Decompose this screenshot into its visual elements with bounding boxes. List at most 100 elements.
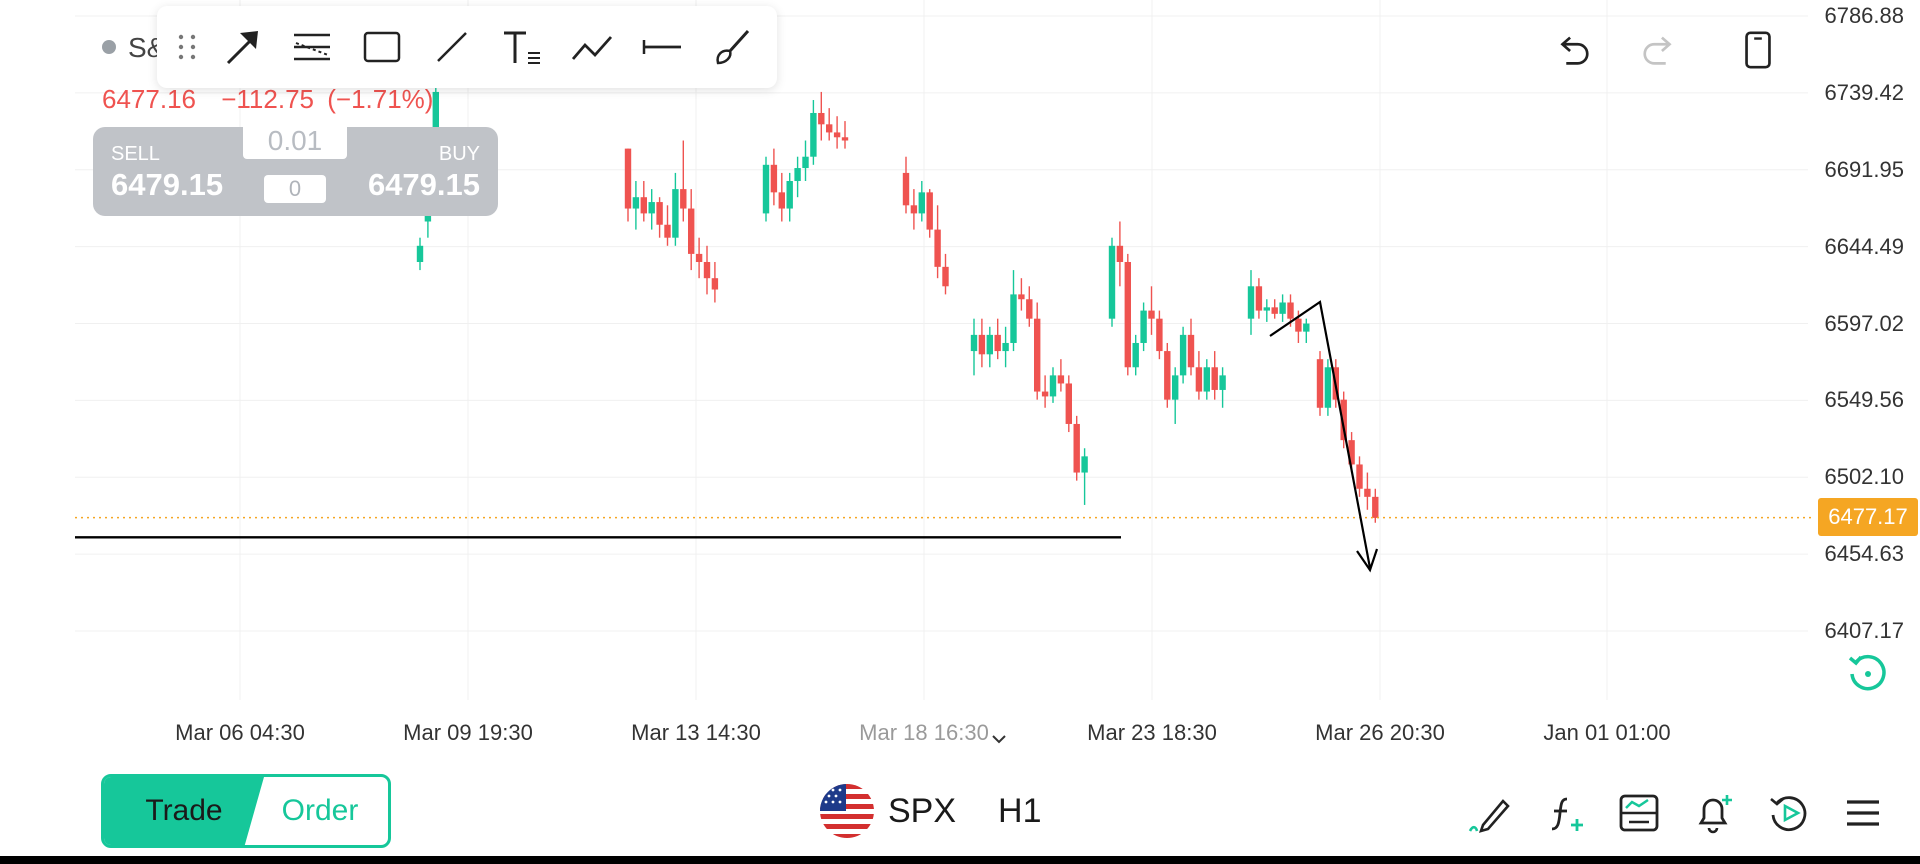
time-axis-label: Mar 09 19:30 <box>403 720 533 745</box>
candle-body <box>978 334 986 355</box>
candle-body <box>688 208 695 254</box>
candle-body <box>770 164 778 193</box>
arrow-tool-icon[interactable] <box>207 12 277 82</box>
candle-body <box>1164 351 1171 400</box>
candle-body <box>1124 261 1131 368</box>
draw-pencil-icon[interactable] <box>1464 788 1514 838</box>
symbol-selector[interactable]: SPX H1 <box>820 784 1042 838</box>
candle-body <box>1247 286 1255 319</box>
candle-body <box>1172 375 1179 400</box>
trend-line-tool-icon[interactable] <box>417 12 487 82</box>
candle-body <box>1271 307 1278 314</box>
redo-icon[interactable] <box>1634 24 1686 76</box>
reset-chart-icon[interactable] <box>1844 648 1892 696</box>
candle-body <box>703 261 711 279</box>
replay-icon[interactable] <box>1764 788 1814 838</box>
candle-body <box>1041 391 1049 397</box>
indicators-icon[interactable] <box>1540 788 1590 838</box>
candle-body <box>810 112 817 157</box>
candle-body <box>640 197 647 214</box>
candle-body <box>1156 318 1163 352</box>
candle-body <box>624 148 632 209</box>
candle-body <box>1203 367 1210 392</box>
candle-body <box>1364 488 1371 497</box>
add-alert-bell-icon[interactable] <box>1688 788 1738 838</box>
candle-body <box>902 172 910 206</box>
candle-body <box>695 253 703 262</box>
quick-trade-panel: SELL 6479.15 BUY 6479.15 0.01 0 <box>93 123 498 216</box>
price-axis-label: 6597.02 <box>1824 310 1904 336</box>
candle-body <box>1287 302 1294 319</box>
bottom-toolbar: Trade Order SPX H1 <box>0 758 1920 856</box>
candle-body <box>1081 456 1088 473</box>
candle-body <box>1073 423 1080 473</box>
candle-body <box>1034 318 1041 392</box>
candle-body <box>1002 342 1009 352</box>
brush-tool-icon[interactable] <box>697 12 767 82</box>
market-status-dot <box>102 40 116 54</box>
sell-label: SELL <box>111 143 160 165</box>
trade-order-toggle: Trade Order <box>101 774 391 848</box>
candle-body <box>942 266 949 287</box>
candle-body <box>416 245 424 262</box>
candle-body <box>1026 299 1033 319</box>
price-chart[interactable] <box>0 0 1920 760</box>
candle-body <box>632 197 640 209</box>
candle-body <box>1187 334 1195 368</box>
candle-body <box>778 192 785 209</box>
candle-body <box>1179 334 1187 376</box>
price-axis-label: 6691.95 <box>1824 156 1904 182</box>
buy-button[interactable]: 6479.15 <box>367 167 480 202</box>
bottom-symbol[interactable]: SPX <box>888 791 957 830</box>
path-tool-icon[interactable] <box>557 12 627 82</box>
time-axis-label: Mar 06 04:30 <box>175 720 305 745</box>
candle-body <box>934 229 941 267</box>
candlestick-series <box>416 83 1379 523</box>
candle-body <box>1356 464 1363 489</box>
price-axis-label: 6502.10 <box>1824 464 1904 490</box>
candle-body <box>1219 375 1226 390</box>
candle-body <box>1295 318 1302 332</box>
time-axis-chevron-icon[interactable] <box>988 728 1010 750</box>
current-price-tag: 6477.17 <box>1818 498 1918 536</box>
timeframe-selector[interactable]: H1 <box>998 791 1042 830</box>
candle-body <box>648 202 655 214</box>
candle-body <box>1195 367 1203 392</box>
candle-body <box>794 168 801 182</box>
candle-body <box>1108 245 1116 319</box>
quote-line: 6477.16 −112.75 (−1.71%) <box>102 84 433 115</box>
text-tool-icon[interactable] <box>487 12 557 82</box>
drag-handle-icon[interactable] <box>167 12 207 82</box>
candle-body <box>833 132 841 138</box>
time-axis-label: Mar 18 16:30 <box>859 720 989 745</box>
price-axis-label: 6454.63 <box>1824 541 1904 567</box>
price-axis-label: 6644.49 <box>1824 233 1904 259</box>
lot-size-input[interactable]: 0.01 <box>243 123 347 159</box>
arrow-drawing-head <box>1356 548 1379 573</box>
order-tab[interactable]: Order <box>281 794 359 827</box>
candle-body <box>1057 375 1065 384</box>
menu-icon[interactable] <box>1838 788 1888 838</box>
horizontal-ray-tool-icon[interactable] <box>627 12 697 82</box>
candle-body <box>994 334 1001 352</box>
last-price: 6477.16 <box>102 84 196 114</box>
candle-body <box>802 156 809 169</box>
undo-icon[interactable] <box>1546 24 1598 76</box>
templates-icon[interactable] <box>1614 788 1664 838</box>
candle-body <box>664 224 671 238</box>
sell-button[interactable]: 6479.15 <box>111 167 224 202</box>
candle-body <box>826 124 833 133</box>
trade-tab[interactable]: Trade <box>104 777 264 845</box>
fib-retracement-tool-icon[interactable] <box>277 12 347 82</box>
system-nav-strip <box>0 856 1920 864</box>
candle-body <box>1018 294 1025 300</box>
quantity-input[interactable]: 0 <box>264 175 326 203</box>
candle-body <box>1316 359 1324 408</box>
candle-body <box>1324 367 1332 408</box>
phone-layout-icon[interactable] <box>1732 24 1784 76</box>
rectangle-tool-icon[interactable] <box>347 12 417 82</box>
price-axis-label: 6407.17 <box>1824 618 1904 643</box>
candle-body <box>1049 375 1057 397</box>
candle-body <box>1140 310 1147 343</box>
